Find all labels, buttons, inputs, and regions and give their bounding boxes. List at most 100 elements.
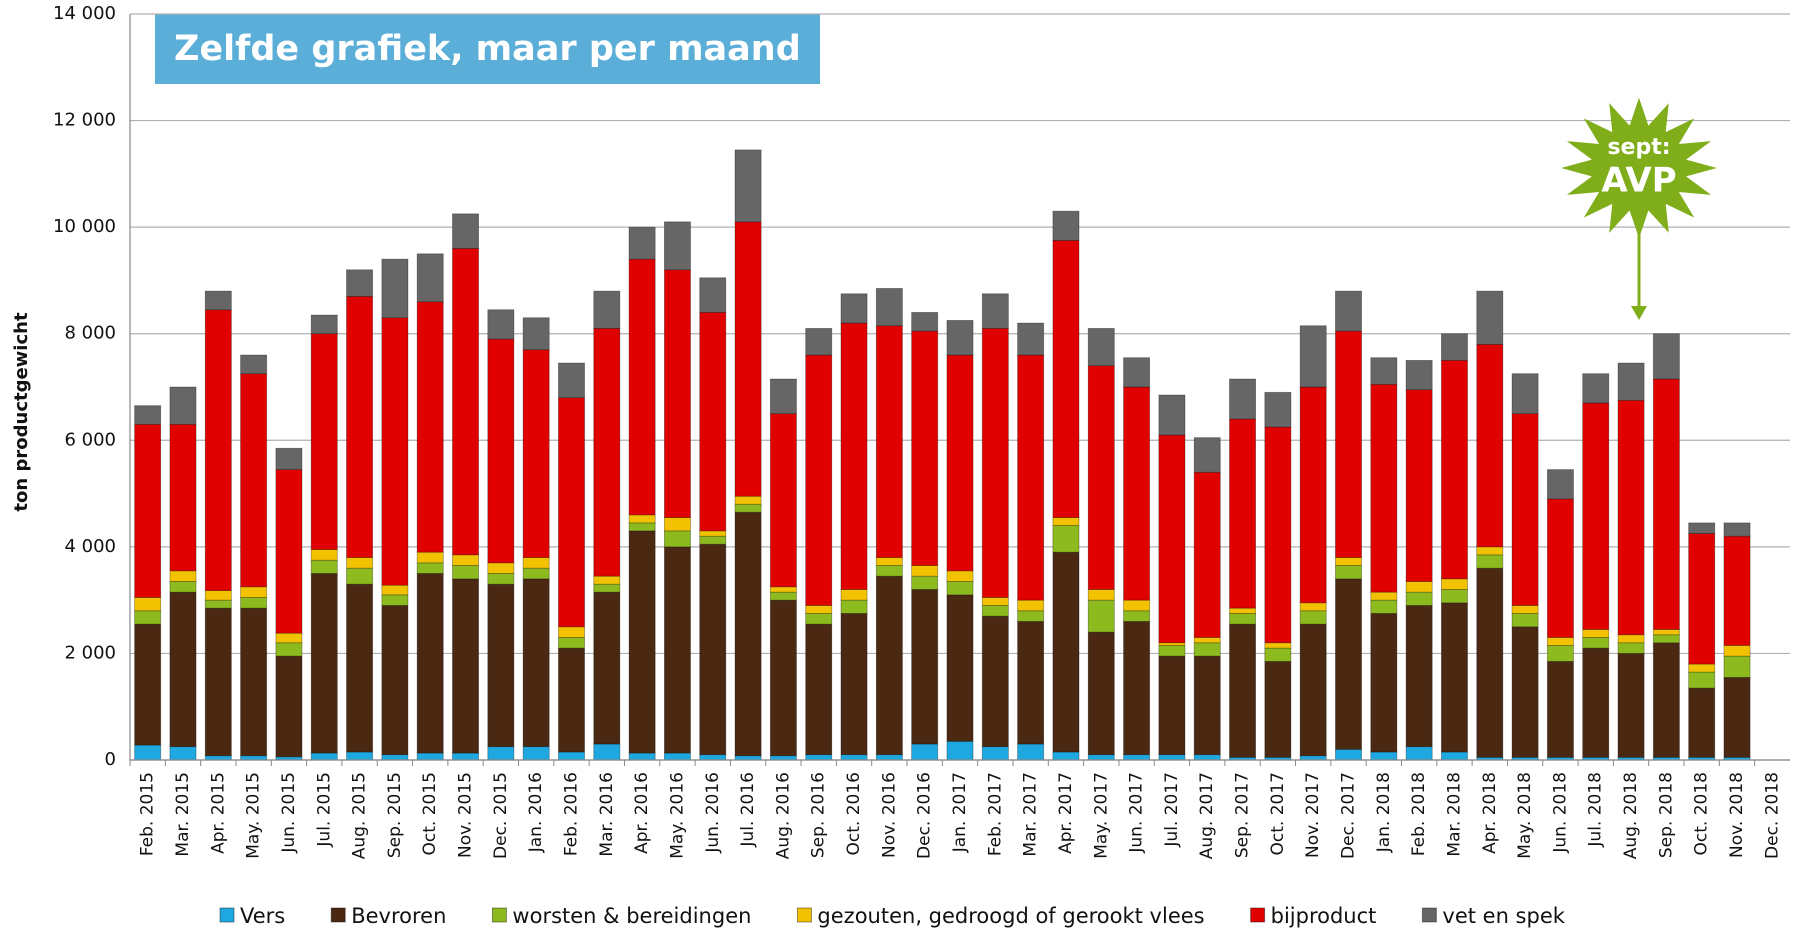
bar-segment [1159, 755, 1185, 760]
legend-swatch [1251, 908, 1265, 922]
bar-segment [488, 339, 514, 563]
bar-segment [241, 587, 267, 598]
x-tick-label: Nov. 2017 [1303, 772, 1323, 858]
bar-segment [876, 566, 902, 577]
bar-segment [982, 747, 1008, 760]
bar-segment [1194, 637, 1220, 642]
bar-segment [170, 581, 196, 592]
bar-segment [488, 747, 514, 760]
bar-segment [1124, 755, 1150, 760]
x-tick-label: Jun. 2015 [279, 772, 299, 854]
bar-segment [382, 755, 408, 760]
bar-segment [876, 755, 902, 760]
legend-label: gezouten, gedroogd of gerookt vlees [817, 904, 1204, 928]
bar-segment [1583, 374, 1609, 403]
x-tick-label: Mar. 2015 [173, 772, 193, 857]
x-tick-label: Nov. 2016 [879, 772, 899, 858]
bar-segment [1159, 395, 1185, 435]
bar-segment [1265, 643, 1291, 648]
bar-segment [664, 531, 690, 547]
bar-segment [1229, 613, 1255, 624]
bar-segment [205, 756, 231, 760]
bar-segment [629, 259, 655, 515]
bar-segment [1618, 400, 1644, 634]
x-tick-label: Feb. 2015 [138, 772, 158, 856]
x-tick-label: Apr. 2017 [1056, 772, 1076, 854]
bar-segment [770, 600, 796, 756]
bar-segment [1547, 645, 1573, 661]
bar-segment [770, 379, 796, 414]
x-tick-label: Mar. 2018 [1444, 772, 1464, 857]
bar-segment [1018, 621, 1044, 744]
x-tick-label: Jan. 2017 [950, 772, 970, 853]
bar-segment [982, 294, 1008, 329]
y-tick-label: 6 000 [64, 429, 116, 450]
bar-segment [1335, 579, 1361, 750]
y-tick-label: 0 [105, 749, 116, 770]
x-tick-label: Jun. 2017 [1127, 772, 1147, 854]
x-tick-label: Dec. 2018 [1762, 772, 1782, 859]
bar-segment [347, 568, 373, 584]
bar-segment [1547, 499, 1573, 638]
bar-segment [770, 414, 796, 587]
bar-segment [1547, 470, 1573, 499]
x-tick-label: Feb. 2017 [985, 772, 1005, 856]
bar-segment [1335, 331, 1361, 557]
bar-segment [876, 326, 902, 558]
bar-segment [806, 624, 832, 755]
bar-segment [1159, 645, 1185, 656]
y-tick-label: 4 000 [64, 536, 116, 557]
bar-segment [735, 756, 761, 760]
bar-segment [1300, 611, 1326, 624]
bar-segment [276, 448, 302, 469]
bar-segment [1088, 632, 1114, 755]
bar-segment [1265, 427, 1291, 643]
bar-segment [700, 278, 726, 313]
bar-segment [311, 574, 337, 754]
bar-segment [1618, 643, 1644, 654]
bar-segment [735, 496, 761, 504]
bar-segment [417, 302, 443, 552]
bar-segment [1194, 643, 1220, 656]
bar-segment [1512, 613, 1538, 626]
bar-segment [1335, 749, 1361, 760]
bar-segment [241, 608, 267, 756]
bar-segment [311, 334, 337, 550]
bar-segment [876, 576, 902, 755]
x-tick-label: Aug. 2015 [350, 772, 370, 859]
x-tick-label: Jul. 2015 [314, 772, 334, 848]
bar-segment [1406, 390, 1432, 582]
bar-segment [1229, 624, 1255, 757]
x-tick-label: Mar. 2017 [1021, 772, 1041, 857]
bar-segment [594, 328, 620, 576]
bar-segment [841, 589, 867, 600]
bar-segment [1547, 637, 1573, 645]
bar-segment [417, 753, 443, 760]
bar-segment [1512, 374, 1538, 414]
bar-segment [1406, 360, 1432, 389]
bar-segment [276, 633, 302, 643]
bar-segment [1229, 379, 1255, 419]
bar-segment [912, 331, 938, 565]
bar-segment [594, 584, 620, 592]
bar-segment [700, 755, 726, 760]
bar-segment [382, 605, 408, 754]
bar-segment [735, 222, 761, 496]
bar-segment [347, 296, 373, 557]
legend-swatch [220, 908, 234, 922]
bar-segment [1371, 600, 1397, 613]
bar-segment [1477, 291, 1503, 344]
bar-segment [1689, 523, 1715, 534]
bar-segment [1053, 526, 1079, 553]
bar-segment [947, 595, 973, 742]
bar-segment [558, 363, 584, 398]
bar-segment [664, 547, 690, 753]
bar-segment [841, 600, 867, 613]
bar-segment [664, 753, 690, 760]
bar-segment [1335, 566, 1361, 579]
bar-segment [347, 584, 373, 752]
bar-segment [523, 568, 549, 579]
legend-label: Bevroren [351, 904, 446, 928]
bar-segment [806, 328, 832, 355]
